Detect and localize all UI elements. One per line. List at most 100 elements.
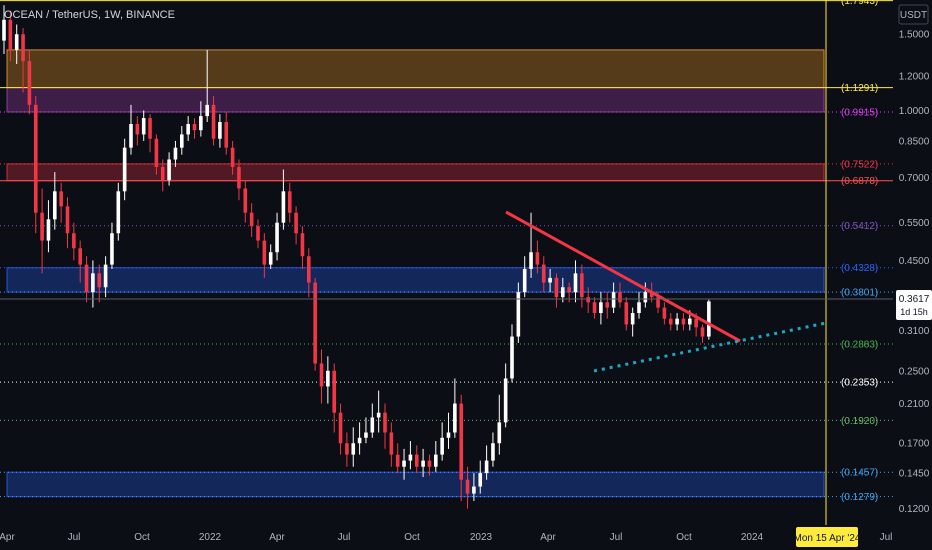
- candle-body: [110, 233, 114, 265]
- candle-body: [154, 138, 159, 167]
- time-tick-label: Jul: [610, 532, 623, 543]
- candle-body: [338, 412, 343, 444]
- candle-body: [40, 212, 44, 241]
- candle-body: [389, 432, 394, 455]
- candle-body: [414, 454, 419, 467]
- candle-body: [624, 302, 629, 325]
- horizontal-levels: (1.7943) (1.1291) (0.9915) (0.7522) (0.6878)…: [0, 0, 893, 503]
- time-scale[interactable]: [0, 525, 893, 550]
- candle-body: [313, 282, 317, 364]
- candle-body: [561, 287, 565, 298]
- candle-body: [8, 19, 13, 50]
- candle-body: [497, 422, 502, 444]
- level-label-1: (1.1291): [841, 83, 878, 94]
- currency-box[interactable]: [898, 4, 929, 25]
- candle-body: [122, 147, 127, 192]
- candle-body: [395, 454, 400, 467]
- time-tick-label: Oct: [404, 532, 420, 543]
- candle-body: [97, 273, 102, 288]
- zone-4[interactable]: [6, 471, 825, 498]
- candle-body: [141, 118, 146, 135]
- currency-label: USDT: [900, 10, 927, 21]
- candle-body: [668, 318, 673, 325]
- candle-body: [408, 454, 413, 461]
- level-label-4: (0.6878): [841, 176, 878, 187]
- zone-2[interactable]: [6, 163, 825, 182]
- candle-body: [243, 188, 248, 213]
- candle-body: [84, 264, 89, 293]
- price-zones: [6, 49, 825, 498]
- candle-body: [637, 302, 641, 314]
- candle-body: [148, 118, 152, 139]
- candle-body: [370, 417, 375, 433]
- candle-body: [592, 302, 597, 314]
- candle-body: [484, 460, 489, 474]
- level-label-7: (0.3801): [841, 288, 878, 299]
- bar-countdown: 1d 15h: [900, 307, 928, 317]
- candle-body: [662, 307, 667, 319]
- candle-body: [167, 159, 171, 181]
- time-tick-label: Apr: [540, 532, 556, 543]
- candle-body: [700, 327, 705, 337]
- price-tick-label: 0.3100: [899, 326, 930, 337]
- candle-body: [91, 273, 95, 293]
- candle-body: [681, 318, 686, 325]
- candle-body: [465, 479, 470, 494]
- level-label-2: (0.9915): [841, 108, 878, 119]
- level-label-12: (0.1279): [841, 492, 878, 503]
- candle-body: [173, 147, 178, 160]
- candle-body: [294, 212, 298, 234]
- candle-body: [135, 124, 140, 135]
- date-tag: [796, 527, 858, 547]
- candle-body: [434, 454, 438, 467]
- candle-body: [656, 297, 660, 308]
- price-tick-label: 1.5000: [899, 30, 930, 41]
- candle-body: [567, 287, 571, 293]
- zone-3[interactable]: [6, 267, 825, 293]
- candle-body: [478, 473, 483, 487]
- candle-body: [510, 336, 514, 379]
- time-tick-label: 2023: [470, 532, 493, 543]
- current-price-value: 0.3617: [899, 294, 930, 305]
- price-tick-label: 0.4500: [899, 256, 930, 267]
- descending-trendline[interactable]: [505, 210, 741, 343]
- price-axis-ticks: 1.5000 1.2000 1.0000 0.8500 0.7000 0.5500 0.45…: [899, 30, 930, 515]
- price-tick-label: 0.2100: [899, 399, 930, 410]
- candle-body: [218, 122, 222, 139]
- candle-body: [503, 378, 508, 423]
- candle-body: [230, 147, 235, 167]
- candle-body: [27, 61, 32, 105]
- candle-body: [129, 124, 133, 148]
- candle-body: [459, 403, 463, 480]
- price-scale[interactable]: [893, 0, 932, 525]
- candle-body: [427, 460, 432, 467]
- time-tick-label: Oct: [676, 532, 692, 543]
- price-tick-label: 1.2000: [899, 72, 930, 83]
- candle-body: [618, 292, 622, 303]
- candle-body: [535, 252, 540, 265]
- candle-body: [160, 166, 165, 181]
- price-tick-label: 0.1200: [899, 504, 930, 515]
- candle-body: [262, 240, 267, 265]
- zone-0[interactable]: [6, 49, 825, 89]
- level-label-6: (0.4328): [841, 263, 878, 274]
- candle-body: [72, 233, 76, 249]
- candle-body: [21, 34, 25, 62]
- level-label-5: (0.5412): [841, 221, 878, 232]
- candle-body: [580, 273, 584, 298]
- time-tick-label: 2022: [199, 532, 222, 543]
- candle-body: [522, 268, 527, 293]
- candle-body: [357, 437, 362, 444]
- level-label-3: (0.7522): [841, 159, 878, 170]
- candle-body: [300, 233, 305, 257]
- candle-body: [33, 104, 38, 213]
- candle-body: [199, 116, 203, 131]
- candle-body: [186, 124, 190, 135]
- candle-body: [688, 318, 692, 325]
- candle-body: [516, 292, 521, 337]
- candle-body: [319, 363, 324, 387]
- candle-body: [643, 292, 648, 303]
- zone-1[interactable]: [6, 87, 825, 113]
- candle-body: [586, 297, 590, 303]
